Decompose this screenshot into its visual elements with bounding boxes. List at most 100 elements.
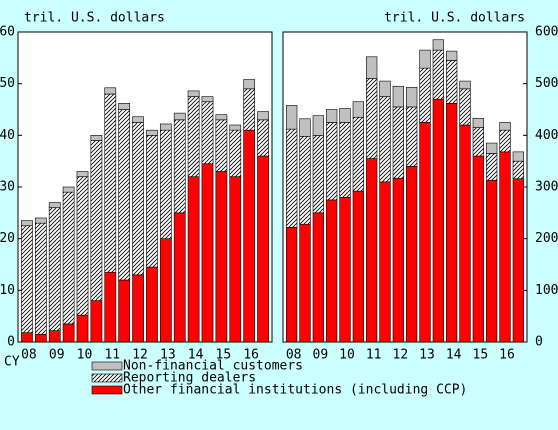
y-tick-label: 10 bbox=[0, 283, 15, 298]
bar-segment bbox=[173, 212, 186, 343]
bar-segment bbox=[132, 122, 144, 276]
y-tick-label: 600 bbox=[535, 25, 558, 40]
bar-segment bbox=[472, 155, 484, 343]
bar-segment bbox=[326, 109, 338, 123]
bar-segment bbox=[312, 212, 324, 343]
x-tick-label: 14 bbox=[446, 348, 462, 363]
bar-segment bbox=[76, 171, 89, 177]
bar-segment bbox=[486, 142, 498, 154]
x-tick-label: 15 bbox=[473, 348, 489, 363]
x-tick-label: 13 bbox=[160, 348, 176, 363]
bar-segment bbox=[352, 116, 364, 192]
x-tick-label: 09 bbox=[313, 348, 329, 363]
bar-segment bbox=[286, 227, 298, 343]
bar-segment bbox=[34, 333, 47, 343]
bar-segment bbox=[118, 103, 131, 110]
y-tick-label: 20 bbox=[0, 231, 15, 246]
bar-segment bbox=[76, 314, 89, 343]
bar-segment bbox=[366, 158, 378, 343]
bar-segment bbox=[366, 78, 378, 159]
bar-segment bbox=[312, 135, 324, 214]
bar-segment bbox=[419, 67, 431, 123]
y-tick-label: 300 bbox=[535, 180, 558, 195]
legend-swatch bbox=[91, 361, 123, 371]
bar-segment bbox=[187, 176, 200, 343]
x-tick-label: 16 bbox=[499, 348, 515, 363]
bar-segment bbox=[132, 274, 144, 343]
y-tick-label: 200 bbox=[535, 231, 558, 246]
bar-segment bbox=[187, 90, 200, 97]
bar-segment bbox=[48, 202, 61, 208]
bar-segment bbox=[499, 122, 511, 131]
y-tick-label: 0 bbox=[535, 335, 543, 350]
x-tick-label: 14 bbox=[188, 348, 204, 363]
bar-segment bbox=[34, 222, 47, 335]
bar-segment bbox=[48, 207, 61, 331]
bar-segment bbox=[286, 128, 298, 228]
bar-segment bbox=[419, 122, 431, 343]
bar-segment bbox=[299, 136, 311, 225]
bar-segment bbox=[104, 87, 117, 95]
y-tick-label: 40 bbox=[0, 128, 15, 143]
bar-segment bbox=[21, 220, 33, 227]
bar-segment bbox=[257, 111, 269, 121]
bar-segment bbox=[379, 181, 391, 343]
bar-segment bbox=[132, 116, 144, 123]
bar-segment bbox=[90, 300, 103, 343]
units-label: tril. U.S. dollars bbox=[384, 11, 525, 26]
y-tick-label: 50 bbox=[0, 76, 15, 91]
bar-segment bbox=[215, 119, 228, 172]
bar-segment bbox=[299, 118, 311, 137]
bar-segment bbox=[419, 49, 431, 69]
x-tick-label: 10 bbox=[77, 348, 93, 363]
bar-segment bbox=[173, 112, 186, 121]
bar-segment bbox=[339, 108, 351, 123]
bar-segment bbox=[159, 238, 172, 343]
bar-segment bbox=[379, 96, 391, 183]
legend-label: Reporting dealers bbox=[123, 371, 256, 386]
bar-segment bbox=[512, 178, 524, 343]
legend-label: Other financial institutions (including … bbox=[123, 383, 467, 398]
bar-segment bbox=[486, 179, 498, 343]
bar-segment bbox=[312, 115, 324, 136]
bar-segment bbox=[446, 60, 458, 104]
y-tick-label: 100 bbox=[535, 283, 558, 298]
x-tick-label: 08 bbox=[286, 348, 302, 363]
bar-segment bbox=[48, 330, 61, 343]
bar-segment bbox=[299, 223, 311, 343]
bar-segment bbox=[243, 88, 256, 131]
x-axis-label: CY bbox=[4, 355, 20, 370]
legend-label: Non-financial customers bbox=[123, 359, 303, 374]
bar-segment bbox=[76, 176, 89, 316]
x-tick-label: 12 bbox=[132, 348, 148, 363]
legend-swatch bbox=[91, 385, 123, 395]
legend-swatch bbox=[91, 373, 123, 383]
x-tick-label: 13 bbox=[419, 348, 435, 363]
bar-segment bbox=[432, 49, 444, 100]
bar-segment bbox=[339, 122, 351, 198]
bar-segment bbox=[406, 166, 418, 343]
bar-segment bbox=[499, 151, 511, 343]
bar-segment bbox=[459, 124, 471, 343]
bar-segment bbox=[459, 88, 471, 126]
bar-segment bbox=[472, 127, 484, 157]
bar-segment bbox=[173, 119, 186, 214]
x-tick-label: 12 bbox=[393, 348, 409, 363]
bar-segment bbox=[159, 123, 172, 131]
bar-segment bbox=[512, 151, 524, 162]
y-tick-label: 400 bbox=[535, 128, 558, 143]
bar-segment bbox=[406, 106, 418, 167]
bar-segment bbox=[472, 117, 484, 128]
x-tick-label: 11 bbox=[104, 348, 120, 363]
bar-segment bbox=[34, 217, 47, 224]
bar-segment bbox=[243, 129, 256, 343]
y-tick-label: 30 bbox=[0, 180, 15, 195]
bar-segment bbox=[62, 186, 75, 193]
bar-segment bbox=[146, 266, 158, 343]
bar-segment bbox=[446, 103, 458, 343]
bar-segment bbox=[392, 106, 404, 179]
bar-segment bbox=[21, 225, 33, 333]
x-tick-label: 15 bbox=[216, 348, 232, 363]
x-tick-label: 10 bbox=[339, 348, 355, 363]
